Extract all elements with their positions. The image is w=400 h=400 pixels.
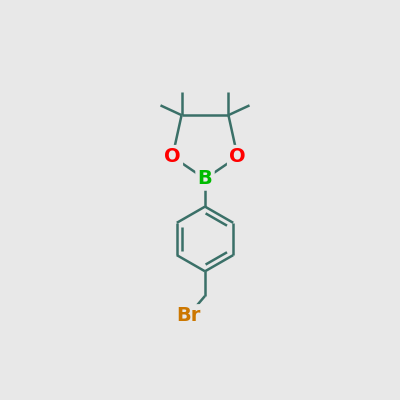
Text: Br: Br — [176, 306, 200, 326]
Text: B: B — [198, 170, 212, 188]
Text: O: O — [164, 147, 181, 166]
Text: O: O — [229, 147, 246, 166]
